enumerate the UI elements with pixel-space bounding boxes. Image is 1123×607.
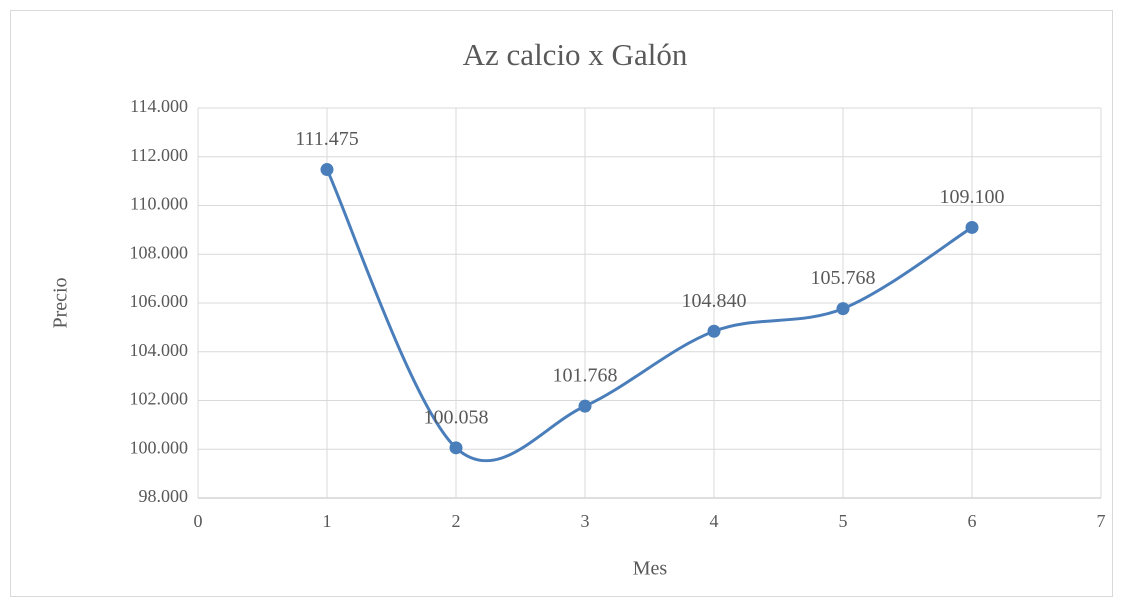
- x-axis-title: Mes: [633, 558, 668, 580]
- y-tick-label: 106.000: [130, 291, 189, 311]
- marker: [836, 302, 850, 316]
- data-label: 100.058: [424, 406, 489, 428]
- y-tick-label: 114.000: [130, 96, 188, 116]
- chart-title: Az calcio x Galón: [463, 37, 688, 72]
- data-label: 109.100: [940, 186, 1005, 208]
- data-label: 101.768: [553, 365, 618, 387]
- x-tick-label: 1: [323, 511, 332, 531]
- x-tick-label: 6: [968, 511, 977, 531]
- data-label: 111.475: [295, 128, 359, 150]
- x-tick-label: 2: [452, 511, 461, 531]
- marker: [707, 324, 721, 338]
- marker: [449, 441, 463, 455]
- y-tick-label: 110.000: [130, 194, 188, 214]
- x-tick-label: 5: [839, 511, 848, 531]
- x-tick-label: 4: [710, 511, 719, 531]
- marker: [320, 163, 334, 177]
- data-label: 105.768: [811, 267, 876, 289]
- y-tick-label: 108.000: [130, 242, 189, 262]
- y-tick-label: 104.000: [130, 340, 189, 360]
- y-axis-title: Precio: [50, 277, 72, 328]
- y-tick-label: 98.000: [139, 486, 189, 506]
- x-tick-label: 7: [1097, 511, 1106, 531]
- y-tick-label: 102.000: [130, 389, 189, 409]
- y-tick-label: 100.000: [130, 437, 189, 457]
- y-tick-label: 112.000: [130, 145, 188, 165]
- x-tick-label: 3: [581, 511, 590, 531]
- marker: [965, 220, 979, 234]
- x-tick-label: 0: [194, 511, 203, 531]
- data-label: 104.840: [682, 290, 747, 312]
- line: [325, 168, 973, 463]
- marker: [578, 399, 592, 413]
